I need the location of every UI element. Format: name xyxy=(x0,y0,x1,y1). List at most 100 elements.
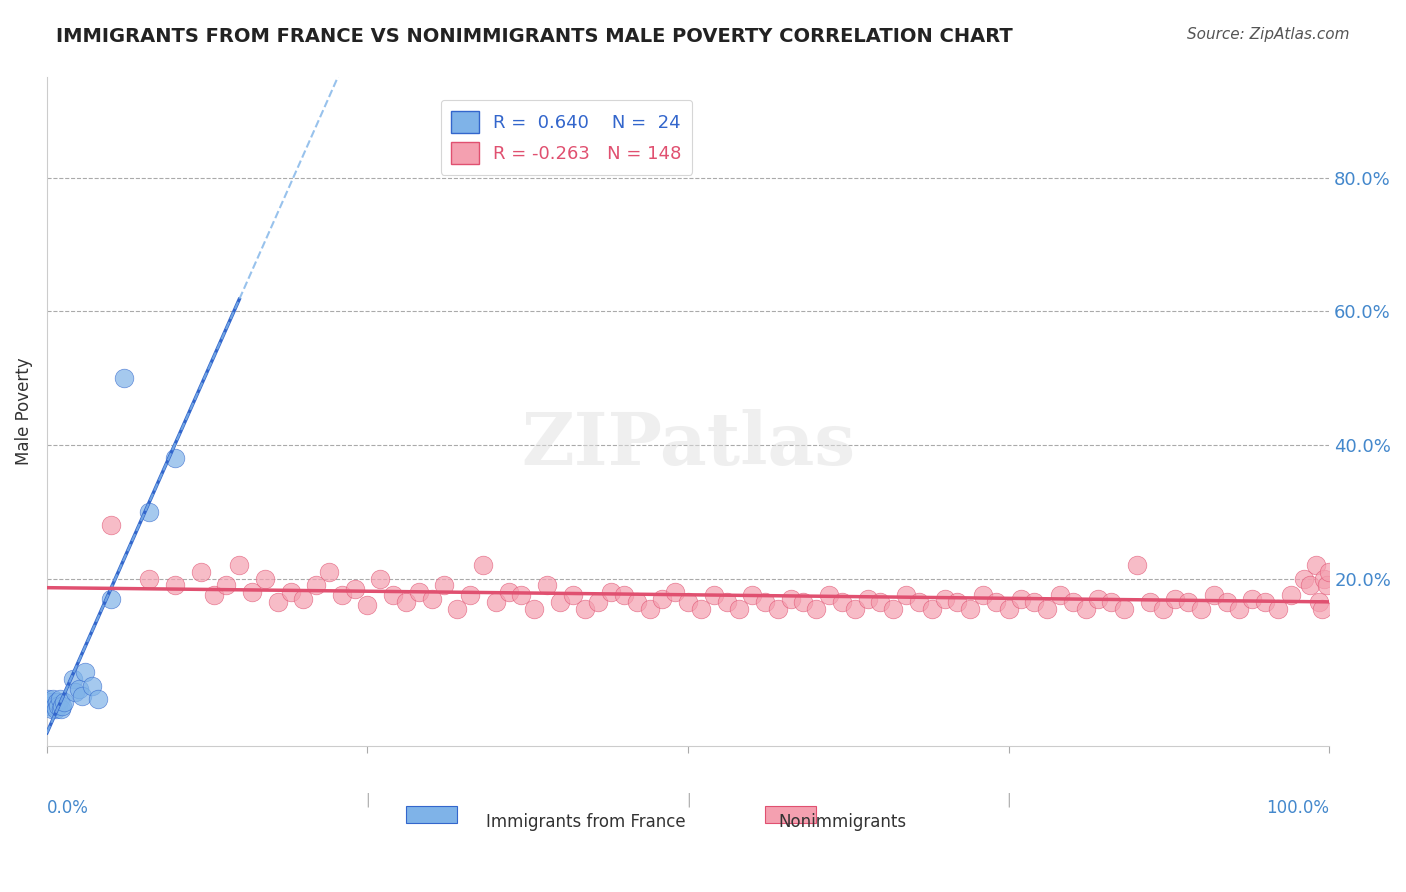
Point xyxy=(48,698,70,713)
Point xyxy=(356,599,378,613)
Point xyxy=(806,601,828,615)
Point xyxy=(485,595,508,609)
Text: Immigrants from France: Immigrants from France xyxy=(485,813,685,830)
Point xyxy=(1062,595,1084,609)
Point xyxy=(138,505,160,519)
Text: Nonimmigrants: Nonimmigrants xyxy=(778,813,905,830)
Point xyxy=(165,578,187,592)
Point xyxy=(728,601,751,615)
Point xyxy=(382,588,405,602)
Point xyxy=(38,698,60,713)
Point xyxy=(63,685,86,699)
Point xyxy=(1292,572,1315,586)
Point xyxy=(754,595,776,609)
Point xyxy=(1139,595,1161,609)
Point xyxy=(292,591,315,606)
Point xyxy=(1049,588,1071,602)
Point xyxy=(766,601,789,615)
Point xyxy=(831,595,853,609)
Point xyxy=(305,578,328,592)
Point xyxy=(548,595,571,609)
Point xyxy=(70,689,93,703)
Point xyxy=(1177,595,1199,609)
Point xyxy=(267,595,290,609)
Point xyxy=(1317,565,1340,579)
Point xyxy=(44,698,66,713)
Point xyxy=(80,679,103,693)
Y-axis label: Male Poverty: Male Poverty xyxy=(15,358,32,466)
Point xyxy=(1202,588,1225,602)
Point xyxy=(87,692,110,706)
Text: 0.0%: 0.0% xyxy=(46,799,89,817)
Point xyxy=(894,588,917,602)
Point xyxy=(908,595,931,609)
Point xyxy=(39,695,62,709)
Point xyxy=(523,601,546,615)
Point xyxy=(41,702,63,716)
Point xyxy=(1215,595,1237,609)
Point xyxy=(446,601,468,615)
Point xyxy=(1074,601,1097,615)
Text: ZIPatlas: ZIPatlas xyxy=(522,409,855,481)
Point xyxy=(75,665,97,680)
Point xyxy=(1189,601,1212,615)
Point xyxy=(921,601,943,615)
Point xyxy=(343,582,366,596)
Point xyxy=(215,578,238,592)
Point xyxy=(100,591,122,606)
Point xyxy=(52,695,75,709)
Point xyxy=(112,371,135,385)
Point xyxy=(574,601,596,615)
Point xyxy=(368,572,391,586)
Point xyxy=(818,588,841,602)
FancyBboxPatch shape xyxy=(765,805,817,822)
Point xyxy=(1152,601,1174,615)
Point xyxy=(882,601,904,615)
Point xyxy=(1126,558,1149,573)
Legend: R =  0.640    N =  24, R = -0.263   N = 148: R = 0.640 N = 24, R = -0.263 N = 148 xyxy=(440,100,692,175)
Point xyxy=(844,601,866,615)
Text: IMMIGRANTS FROM FRANCE VS NONIMMIGRANTS MALE POVERTY CORRELATION CHART: IMMIGRANTS FROM FRANCE VS NONIMMIGRANTS … xyxy=(56,27,1012,45)
Point xyxy=(1299,578,1322,592)
Point xyxy=(51,698,73,713)
Point xyxy=(613,588,636,602)
Point xyxy=(1305,558,1327,573)
Point xyxy=(1313,572,1336,586)
Point xyxy=(471,558,494,573)
Point xyxy=(1316,578,1339,592)
Point xyxy=(49,702,72,716)
Point xyxy=(48,692,70,706)
Point xyxy=(190,565,212,579)
Point xyxy=(997,601,1019,615)
Point xyxy=(433,578,456,592)
Point xyxy=(1310,601,1333,615)
Point xyxy=(972,588,994,602)
Point xyxy=(690,601,713,615)
Point xyxy=(856,591,879,606)
Text: |: | xyxy=(366,792,370,807)
Point xyxy=(62,672,84,686)
Point xyxy=(676,595,699,609)
Point xyxy=(984,595,1007,609)
Point xyxy=(45,702,67,716)
Text: |: | xyxy=(1007,792,1011,807)
Point xyxy=(1164,591,1187,606)
Point xyxy=(869,595,891,609)
Point xyxy=(1254,595,1277,609)
Point xyxy=(1099,595,1122,609)
FancyBboxPatch shape xyxy=(406,805,457,822)
Point xyxy=(741,588,763,602)
Point xyxy=(651,591,673,606)
Point xyxy=(1087,591,1109,606)
Point xyxy=(600,585,623,599)
Point xyxy=(536,578,558,592)
Point xyxy=(67,681,90,696)
Point xyxy=(959,601,981,615)
Point xyxy=(1241,591,1264,606)
Point xyxy=(165,451,187,466)
Point xyxy=(703,588,725,602)
Point xyxy=(626,595,648,609)
Point xyxy=(792,595,814,609)
Point xyxy=(228,558,250,573)
Point xyxy=(498,585,520,599)
